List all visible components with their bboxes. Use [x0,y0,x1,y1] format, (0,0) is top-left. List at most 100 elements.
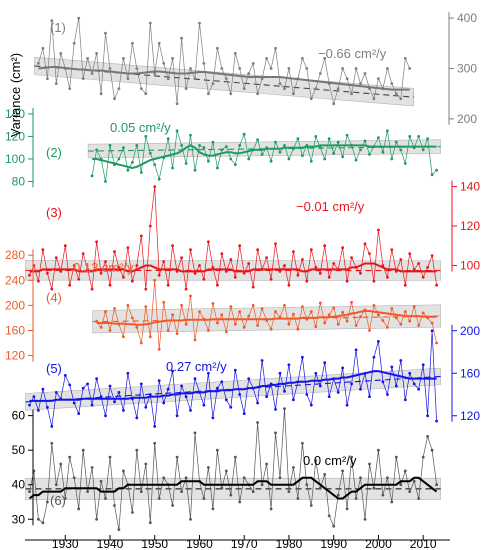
data-point-2 [122,146,125,150]
data-point-5 [50,425,54,428]
data-point-2 [135,144,139,147]
data-point-3 [90,287,94,291]
data-point-2 [323,157,327,161]
data-point-3 [363,242,367,246]
data-point-3 [135,264,139,267]
data-point-4 [211,302,215,305]
data-point-6 [90,466,94,469]
data-point-5 [63,374,67,377]
data-point-4 [198,310,201,314]
data-point-1 [68,87,72,90]
data-point-6 [323,473,327,476]
data-point-1 [363,72,367,75]
data-point-1 [189,67,192,70]
data-point-1 [390,82,394,85]
data-point-2 [399,148,403,152]
data-point-2 [417,135,421,138]
data-point-4 [430,321,434,325]
series-label-3: (3) [46,205,62,220]
data-point-6 [256,421,259,424]
x-tick-label: 1960 [186,537,213,550]
data-point-2 [90,174,94,178]
data-point-2 [314,135,318,138]
data-point-3 [202,277,206,281]
data-point-3 [251,285,255,289]
data-point-2 [274,140,277,144]
data-point-6 [386,476,389,480]
data-point-4 [189,294,192,298]
data-point-5 [318,384,322,388]
data-point-4 [139,341,143,345]
data-point-5 [305,393,309,396]
data-point-1 [50,19,54,22]
y-tick-label-4: 200 [5,298,25,312]
data-point-1 [59,52,63,55]
data-point-3 [139,234,143,238]
data-point-5 [229,405,233,409]
data-point-5 [233,368,237,372]
data-point-5 [32,395,36,398]
data-point-3 [296,273,300,277]
data-point-3 [166,283,170,287]
data-point-6 [345,507,349,511]
y-tick-label-4: 120 [5,349,25,363]
data-point-5 [189,409,192,412]
series-label-4: (4) [46,290,62,305]
data-point-4 [327,313,331,317]
data-point-2 [95,148,98,152]
data-point-3 [283,264,286,267]
data-point-5 [46,405,49,409]
smoothed-line-6 [28,476,438,500]
data-point-5 [354,348,358,352]
data-point-3 [193,271,197,275]
data-point-3 [144,287,148,291]
data-point-1 [238,67,242,70]
data-point-2 [430,173,434,177]
y-tick-label-1: 400 [457,11,477,25]
data-point-2 [171,166,175,170]
data-point-2 [256,138,259,142]
data-point-4 [354,324,358,327]
raw-line-2 [91,130,437,182]
smoothed-line-4 [96,310,437,326]
y-tick-label-5: 200 [460,324,480,338]
data-point-6 [421,455,425,459]
data-point-6 [292,466,295,469]
data-point-6 [148,521,152,525]
data-point-3 [292,250,295,254]
x-tick-label: 1970 [231,537,258,550]
data-point-6 [287,490,291,493]
data-point-2 [193,168,197,172]
data-point-2 [403,162,407,165]
data-point-5 [403,398,407,402]
data-point-3 [359,271,362,275]
data-point-4 [399,322,403,326]
data-point-6 [417,497,421,500]
data-point-1 [292,92,295,96]
data-point-6 [162,476,166,480]
data-point-5 [301,355,304,359]
data-point-5 [430,329,434,333]
data-point-6 [211,507,215,511]
data-point-4 [256,324,259,327]
data-point-1 [153,72,157,75]
data-point-4 [309,310,313,314]
data-point-6 [301,441,304,445]
data-point-2 [309,159,313,163]
data-point-2 [336,140,340,144]
data-point-5 [184,395,188,398]
data-point-6 [175,455,179,459]
data-point-4 [157,347,161,351]
data-point-4 [292,312,295,316]
data-point-4 [345,319,349,323]
data-point-1 [207,92,210,96]
data-point-3 [46,271,49,275]
data-point-5 [260,359,264,362]
data-point-1 [350,92,353,96]
data-point-6 [216,448,219,452]
data-point-6 [403,469,407,473]
data-point-4 [242,326,246,329]
y-tick-label-1: 200 [457,112,477,126]
data-point-4 [175,332,179,335]
data-point-3 [86,268,89,271]
